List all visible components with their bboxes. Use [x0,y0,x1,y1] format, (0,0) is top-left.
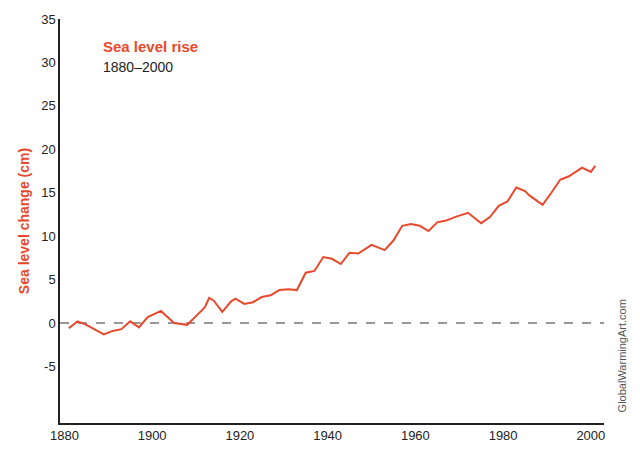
svg-text:2000: 2000 [576,428,605,443]
svg-text:15: 15 [41,185,55,200]
svg-text:30: 30 [41,55,55,70]
svg-text:35: 35 [41,12,55,27]
svg-text:1900: 1900 [138,428,167,443]
svg-text:20: 20 [41,142,55,157]
svg-text:1880–2000: 1880–2000 [103,59,173,75]
svg-text:5: 5 [48,272,55,287]
svg-text:Sea level change (cm): Sea level change (cm) [16,148,32,294]
svg-text:1940: 1940 [313,428,342,443]
svg-text:1960: 1960 [401,428,430,443]
svg-text:0: 0 [48,316,55,331]
svg-text:1880: 1880 [50,428,79,443]
svg-text:-5: -5 [44,359,56,374]
svg-text:1920: 1920 [225,428,254,443]
svg-text:1980: 1980 [489,428,518,443]
svg-text:25: 25 [41,98,55,113]
svg-text:GlobalWarmingArt.com: GlobalWarmingArt.com [616,299,628,412]
svg-text:Sea level rise: Sea level rise [103,38,198,55]
svg-text:10: 10 [41,229,55,244]
